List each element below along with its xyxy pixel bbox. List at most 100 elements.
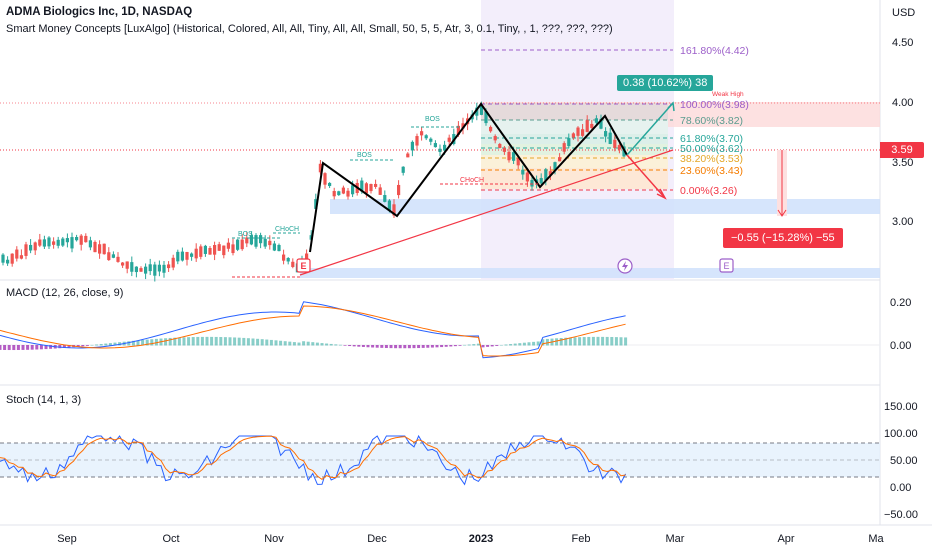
macd-bar <box>283 341 287 346</box>
candle-body <box>420 131 424 136</box>
candle-body <box>226 242 230 249</box>
macd-bar <box>21 345 25 350</box>
candle-body <box>61 238 65 246</box>
fib-band-6 <box>481 168 668 189</box>
macd-bar <box>348 345 352 347</box>
candle-body <box>231 244 235 254</box>
macd-bar <box>463 344 467 346</box>
time-label-nov: Nov <box>264 533 284 545</box>
candle-body <box>33 242 37 251</box>
candle-body <box>378 187 382 195</box>
fib-band-top <box>481 103 668 120</box>
price-tick-450: 4.50 <box>892 37 913 49</box>
candle-body <box>162 264 166 273</box>
fib-band-3 <box>481 134 668 144</box>
event-marker-e2[interactable] <box>719 258 734 273</box>
macd-bar <box>545 338 549 346</box>
candle-body <box>286 257 290 262</box>
stoch-tick-50: 50.00 <box>890 455 918 467</box>
macd-bar <box>495 345 499 346</box>
stoch-legend[interactable]: Stoch (14, 1, 3) <box>6 394 82 406</box>
macd-bar <box>81 345 85 347</box>
indicator-legend[interactable]: Smart Money Concepts [LuxAlgo] (Historic… <box>6 23 613 35</box>
candle-body <box>447 137 451 142</box>
candle-body <box>15 249 19 259</box>
candle-body <box>525 172 529 182</box>
candle-body <box>47 237 51 247</box>
candle-body <box>401 166 405 173</box>
candle-body <box>125 261 129 269</box>
candle-body <box>567 138 571 147</box>
macd-bar <box>366 345 370 348</box>
candle-body <box>516 157 520 166</box>
event-marker-e1[interactable] <box>296 258 311 273</box>
candle-body <box>222 245 226 256</box>
candle-body <box>79 235 83 245</box>
macd-bar <box>104 343 108 346</box>
candle-body <box>387 200 391 211</box>
candle-body <box>461 123 465 129</box>
candle-body <box>548 171 552 176</box>
macd-bar <box>76 345 80 347</box>
fib-label: 23.60%(3.43) <box>680 165 743 177</box>
macd-bar <box>108 343 112 346</box>
candle-body <box>88 240 92 248</box>
macd-bar <box>12 345 16 351</box>
candle-body <box>456 125 460 135</box>
macd-bar <box>3 345 7 350</box>
candle-body <box>84 235 88 243</box>
candle-body <box>111 254 115 258</box>
demand-zone-lower <box>300 268 880 278</box>
candle-body <box>305 253 309 260</box>
macd-bar <box>412 345 416 349</box>
price-tick-400: 4.00 <box>892 97 913 109</box>
macd-bar <box>582 337 586 346</box>
macd-bar <box>532 341 536 346</box>
macd-bar <box>219 337 223 346</box>
macd-bar <box>343 345 347 346</box>
candle-body <box>116 256 120 262</box>
macd-bar <box>357 345 361 347</box>
candle-body <box>341 187 345 194</box>
macd-bar <box>426 345 430 348</box>
macd-bar <box>403 345 407 349</box>
candle-body <box>93 241 97 253</box>
candle-body <box>406 153 410 158</box>
candle-body <box>530 179 534 187</box>
macd-bar <box>16 345 20 350</box>
candle-body <box>337 191 341 196</box>
stoch-tick-0: 0.00 <box>890 482 911 494</box>
smc-label-bos-3: BOS <box>425 116 440 123</box>
candle-body <box>502 148 506 152</box>
candle-body <box>42 239 46 247</box>
macd-bar <box>578 337 582 346</box>
candle-body <box>180 251 184 261</box>
gain-measure-box: 0.38 (10.62%) 38 <box>617 75 714 91</box>
macd-bar <box>476 343 480 346</box>
candle-body <box>360 180 364 192</box>
stoch-tick-100: 100.00 <box>884 428 918 440</box>
macd-bar <box>509 344 513 346</box>
macd-bar <box>302 341 306 346</box>
fib-label: 61.80%(3.70) <box>680 133 743 145</box>
macd-bar <box>30 345 34 350</box>
macd-bar <box>113 342 117 346</box>
candle-body <box>1 254 5 263</box>
fib-label: 50.00%(3.62) <box>680 143 743 155</box>
candle-body <box>148 264 152 272</box>
candle-body <box>613 139 617 148</box>
macd-bar <box>559 338 563 346</box>
candle-body <box>130 262 134 272</box>
arrow-up-head <box>667 101 675 112</box>
loss-measure-box: −0.55 (−15.28%) −55 <box>723 228 843 248</box>
macd-legend[interactable]: MACD (12, 26, close, 9) <box>6 287 124 299</box>
macd-bar <box>168 337 172 346</box>
macd-bar <box>187 337 191 346</box>
candle-body <box>429 138 433 142</box>
candle-body <box>190 253 194 257</box>
macd-bar <box>136 340 140 346</box>
current-price-tag: 3.59 <box>880 142 924 158</box>
macd-bar <box>223 337 227 346</box>
